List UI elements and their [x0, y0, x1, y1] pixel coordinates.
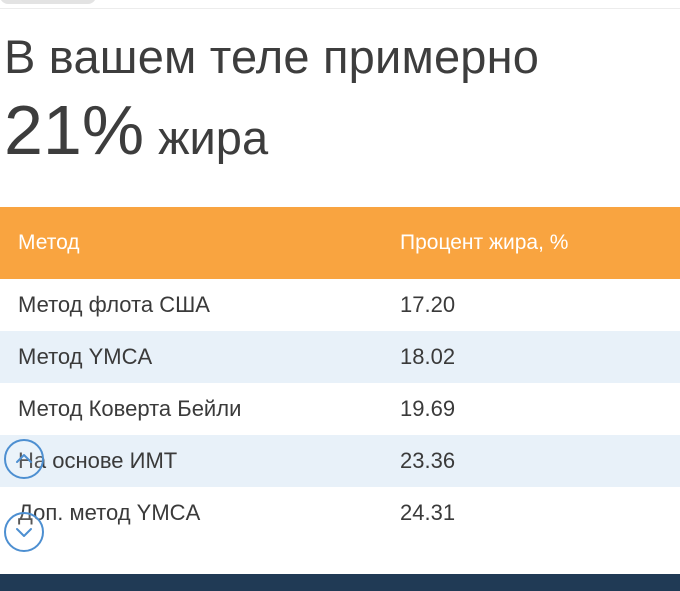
- row-percent: 19.69: [400, 396, 456, 421]
- table-row: Доп. метод YMCA 24.31: [0, 487, 680, 539]
- result-value: 21%: [4, 91, 145, 169]
- result-summary: В вашем теле примерно 21% жира: [4, 28, 539, 168]
- column-header-percent: Процент жира, %: [400, 231, 569, 254]
- row-method: На основе ИМТ: [18, 448, 178, 473]
- row-method: Метод YMCA: [18, 344, 153, 369]
- result-value-line: 21% жира: [4, 92, 539, 168]
- row-percent: 17.20: [400, 292, 456, 317]
- scroll-up-button[interactable]: [4, 439, 44, 479]
- result-prefix: В вашем теле примерно: [4, 30, 540, 83]
- methods-table: Метод Процент жира, % Метод флота США 17…: [0, 207, 680, 539]
- column-header-method: Метод: [18, 231, 80, 254]
- row-method: Доп. метод YMCA: [18, 500, 201, 525]
- row-percent: 18.02: [400, 344, 456, 369]
- top-divider: [0, 8, 680, 9]
- table-header: Метод Процент жира, %: [0, 207, 680, 279]
- result-unit: жира: [158, 111, 269, 164]
- row-percent: 23.36: [400, 448, 456, 473]
- chevron-up-circle-icon: [16, 454, 32, 463]
- table-row: Метод YMCA 18.02: [0, 331, 680, 383]
- bottom-bar: [0, 574, 680, 591]
- scroll-down-button[interactable]: [4, 512, 44, 552]
- row-method: Метод Коверта Бейли: [18, 396, 242, 421]
- row-percent: 24.31: [400, 500, 456, 525]
- chevron-down-circle-icon: [16, 528, 32, 537]
- top-handle: [0, 0, 96, 4]
- row-method: Метод флота США: [18, 292, 210, 317]
- top-strip: [0, 0, 680, 8]
- table-row: На основе ИМТ 23.36: [0, 435, 680, 487]
- table-row: Метод флота США 17.20: [0, 279, 680, 331]
- table-row: Метод Коверта Бейли 19.69: [0, 383, 680, 435]
